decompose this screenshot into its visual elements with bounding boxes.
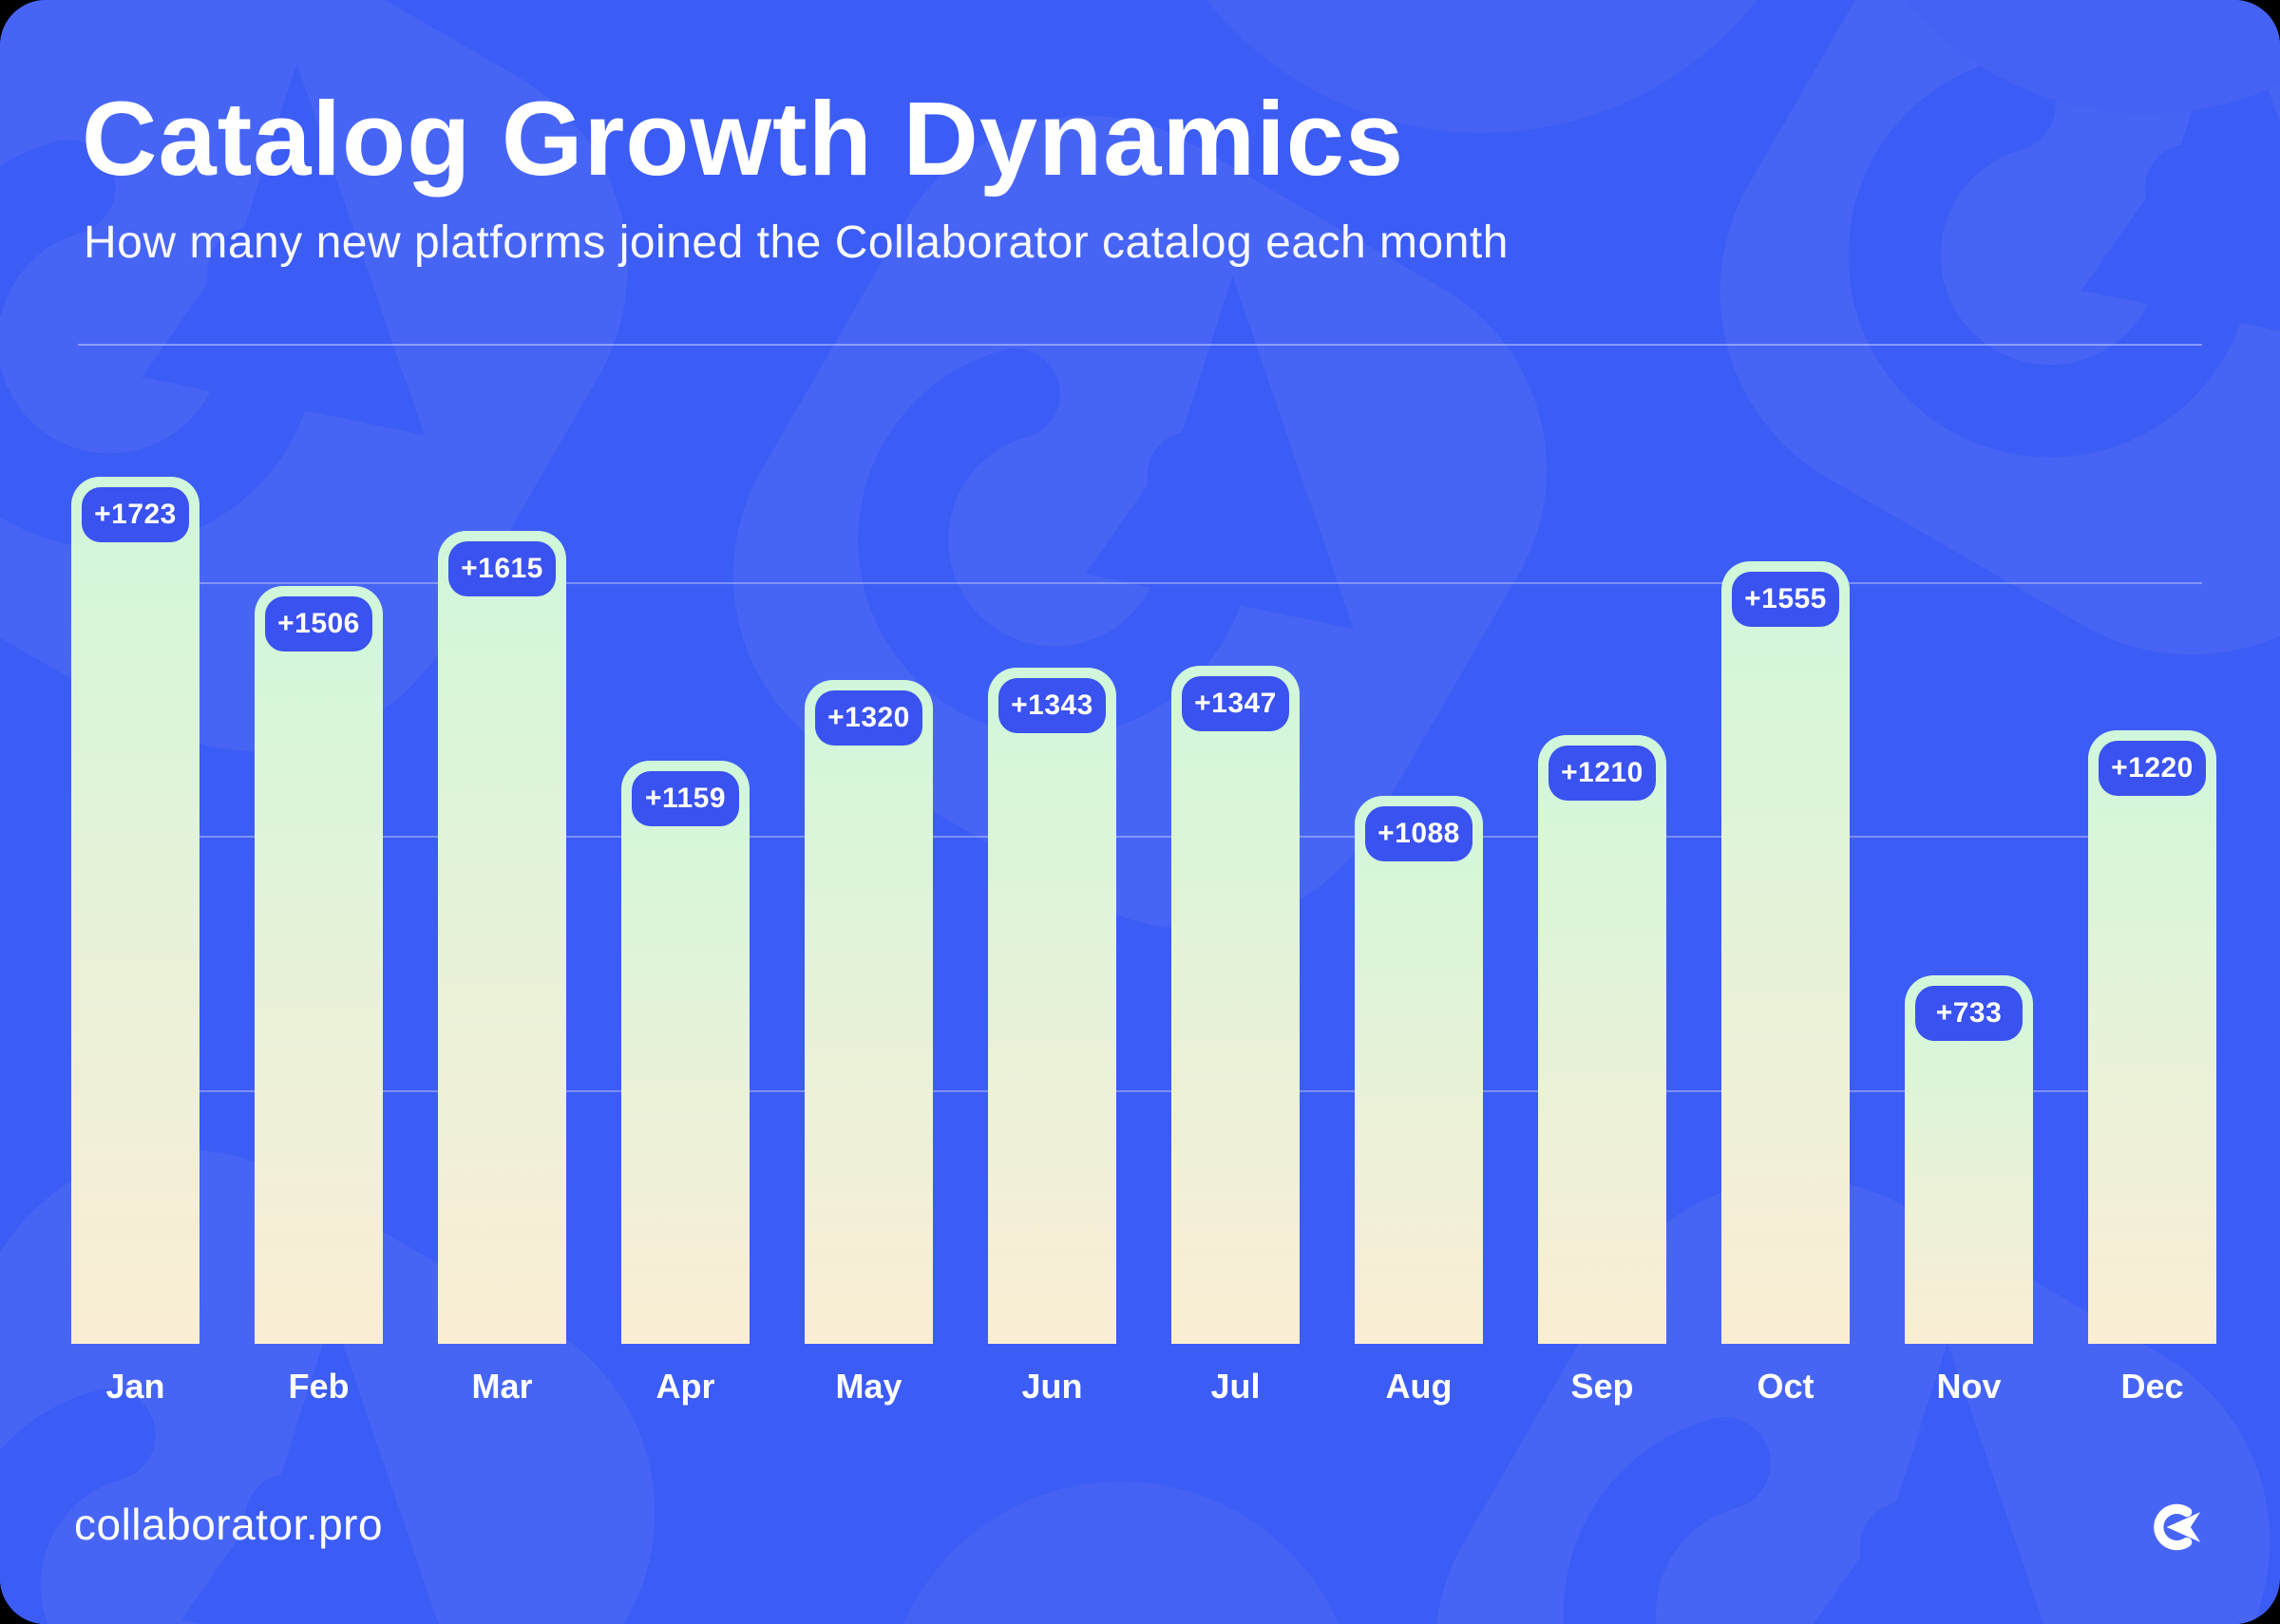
bar-aug: +1088 [1355, 796, 1483, 1344]
bar-mar: +1615 [438, 531, 566, 1344]
bar-value-chip: +1220 [2099, 741, 2206, 796]
month-label-feb: Feb [288, 1367, 350, 1406]
bar-value-chip: +1615 [448, 541, 556, 596]
bar-value-chip: +733 [1915, 986, 2023, 1041]
bar-chart: +1723 +1506 +1615 +1159 +1320 +1343 +1347 +1088… [71, 477, 2216, 1344]
bar-value-chip: +1320 [815, 690, 922, 746]
bar-value-chip: +1555 [1732, 572, 1839, 627]
background-blob [1834, 0, 2280, 114]
month-label-sep: Sep [1570, 1367, 1634, 1406]
bar-value-chip: +1506 [265, 596, 372, 651]
bar-jun: +1343 [988, 668, 1116, 1344]
gridline-1000 [78, 836, 2202, 838]
bar-oct: +1555 [1721, 561, 1850, 1344]
bar-value-chip: +1343 [998, 678, 1106, 733]
bar-value-chip: +1088 [1365, 806, 1472, 861]
footer-site-url: collaborator.pro [74, 1500, 384, 1549]
bar-jan: +1723 [71, 477, 200, 1344]
month-label-oct: Oct [1757, 1367, 1814, 1406]
bar-may: +1320 [805, 680, 933, 1344]
bar-apr: +1159 [621, 761, 750, 1344]
bar-value-chip: +1347 [1182, 676, 1289, 731]
bar-jul: +1347 [1171, 666, 1300, 1344]
page-title: Catalog Growth Dynamics [82, 81, 1405, 198]
month-axis: Jan Feb Mar Apr May Jun Jul Aug Sep Oct Nov Dec [71, 1369, 2216, 1404]
month-label-jan: Jan [105, 1367, 165, 1406]
gridline-500 [78, 1090, 2202, 1092]
bar-value-chip: +1210 [1548, 746, 1656, 801]
month-label-dec: Dec [2120, 1367, 2184, 1406]
bar-value-chip: +1723 [82, 487, 189, 542]
collaborator-logo-icon [2154, 1503, 2201, 1551]
header-divider [78, 344, 2202, 346]
month-label-may: May [835, 1367, 902, 1406]
bar-feb: +1506 [255, 586, 383, 1344]
month-label-mar: Mar [471, 1367, 533, 1406]
bar-nov: +733 [1905, 975, 2033, 1344]
bar-value-chip: +1159 [632, 771, 739, 826]
month-label-nov: Nov [1936, 1367, 2002, 1406]
bar-dec: +1220 [2088, 730, 2216, 1344]
background-blob [884, 1482, 1358, 1624]
month-label-jun: Jun [1021, 1367, 1083, 1406]
month-label-jul: Jul [1210, 1367, 1261, 1406]
gridline-1500 [78, 582, 2202, 584]
month-label-aug: Aug [1385, 1367, 1453, 1406]
page-subtitle: How many new platforms joined the Collab… [84, 217, 1509, 268]
bar-sep: +1210 [1538, 735, 1666, 1344]
month-label-apr: Apr [656, 1367, 715, 1406]
